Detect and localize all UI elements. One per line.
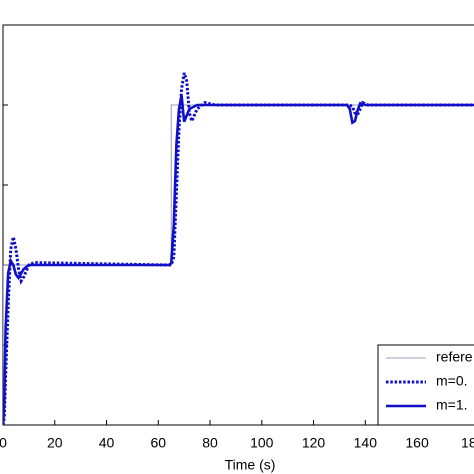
plot-frame (2, 24, 474, 426)
x-tick-label: 18 (461, 435, 474, 451)
series-line (3, 95, 474, 425)
x-tick-label: 60 (150, 435, 166, 451)
x-tick-label: 120 (302, 435, 326, 451)
x-axis-label: Time (s) (225, 457, 276, 473)
series-line (3, 72, 474, 425)
legend-label: m=1. (436, 397, 468, 413)
x-tick-label: 160 (405, 435, 429, 451)
x-tick-label: 40 (99, 435, 115, 451)
legend-label: refere (436, 349, 473, 365)
x-tick-label: 100 (250, 435, 274, 451)
x-tick-label: 140 (354, 435, 378, 451)
x-tick-label: 20 (47, 435, 63, 451)
x-tick-label: 80 (202, 435, 218, 451)
legend-label: m=0. (436, 373, 468, 389)
x-tick-label: 0 (0, 435, 7, 451)
